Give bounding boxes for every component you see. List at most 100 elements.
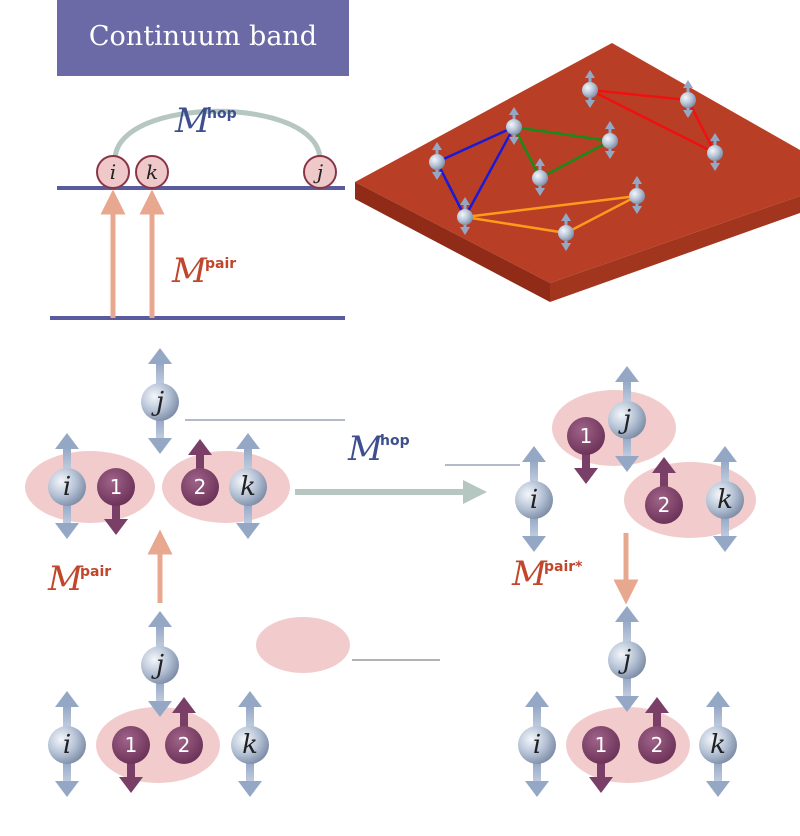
spin-site-label: k	[710, 730, 726, 760]
spin-up-icon	[238, 691, 262, 731]
spin-up-icon	[148, 611, 172, 651]
spin-down-icon	[119, 755, 143, 793]
molecule-icon	[457, 197, 473, 235]
spin-down-icon	[148, 416, 172, 454]
spin-site-label: i	[63, 730, 71, 760]
spin-down-icon	[522, 514, 546, 552]
molecule-icon	[629, 176, 645, 214]
pair-superscript-left: pair	[80, 564, 111, 580]
spin-down-icon	[236, 501, 260, 539]
spin-site-label: i	[533, 730, 541, 760]
spin-site: j	[141, 348, 179, 454]
slab-right-face	[550, 196, 800, 302]
particle: 2	[638, 697, 676, 764]
hop-superscript-bottom: hop	[380, 433, 410, 449]
spin-up-icon	[172, 697, 196, 735]
spin-up-icon	[55, 691, 79, 731]
spin-down-icon	[713, 514, 737, 552]
spin-up-icon	[615, 366, 639, 406]
spin-site: j	[608, 606, 646, 712]
spin-down-icon	[615, 674, 639, 712]
particle: 1	[112, 726, 150, 793]
particle-label: 2	[658, 493, 671, 517]
pair-symbol-top: M	[171, 251, 208, 291]
site-j: j	[303, 155, 337, 189]
pair-label-top: M pair	[171, 251, 236, 291]
spin-down-icon	[589, 755, 613, 793]
molecule-icon	[602, 121, 618, 159]
hop-symbol-bottom: M	[347, 429, 384, 469]
molecule-icon	[506, 107, 522, 145]
particle: 1	[582, 726, 620, 793]
spin-site: i	[48, 433, 86, 539]
particle-label: 2	[178, 733, 191, 757]
hop-label-bottom: M hop	[347, 429, 410, 469]
red-cluster	[589, 88, 717, 155]
particle: 2	[181, 439, 219, 506]
particle-label: 1	[580, 424, 593, 448]
spin-up-icon	[645, 697, 669, 735]
spin-sites: j i k j i k j i k j i k	[48, 348, 744, 797]
pair-symbol-left: M	[47, 559, 84, 599]
particle: 2	[645, 457, 683, 524]
particle: 2	[165, 697, 203, 764]
spin-down-icon	[574, 446, 598, 484]
molecule-icon	[680, 80, 696, 118]
particle: 1	[567, 417, 605, 484]
continuum-band	[57, 0, 349, 76]
spin-down-icon	[238, 759, 262, 797]
hop-label: M hop	[174, 101, 237, 141]
spin-up-icon	[706, 691, 730, 731]
particle-label: 2	[651, 733, 664, 757]
band-panel: Continuum band M hop M pair i k j	[50, 0, 349, 320]
spin-site-label: k	[717, 485, 733, 515]
spin-down-icon	[615, 434, 639, 472]
slab-front-face	[355, 182, 550, 302]
spin-up-icon	[55, 433, 79, 473]
spin-up-icon	[522, 446, 546, 486]
particle-label: 2	[194, 475, 207, 499]
spin-site: j	[608, 366, 646, 472]
particle-label: 1	[595, 733, 608, 757]
spin-down-icon	[706, 759, 730, 797]
hop-superscript: hop	[207, 106, 237, 122]
particle-label: 1	[110, 475, 123, 499]
spin-up-icon	[188, 439, 212, 477]
spin-up-icon	[148, 348, 172, 388]
spin-up-icon	[236, 433, 260, 473]
molecule-icon	[707, 133, 723, 171]
spin-down-icon	[55, 759, 79, 797]
pair-symbol-right: M	[511, 554, 548, 594]
spin-site: i	[518, 691, 556, 797]
spin-down-icon	[525, 759, 549, 797]
spin-site-label: i	[63, 472, 71, 502]
spin-site-label: i	[530, 485, 538, 515]
spin-up-icon	[615, 606, 639, 646]
pair-superscript-top: pair	[205, 256, 236, 272]
spin-up-icon	[652, 457, 676, 495]
spin-site: i	[48, 691, 86, 797]
pair-superscript-right: pair*	[544, 559, 583, 575]
svg-text:i: i	[110, 160, 116, 184]
pair-blob-legend	[256, 617, 350, 673]
pair-label-right: M pair*	[511, 554, 583, 594]
slab-top-face	[355, 43, 800, 283]
spin-down-icon	[148, 679, 172, 717]
molecule-icon	[429, 142, 445, 180]
site-i: i	[96, 155, 130, 189]
molecule-icon	[582, 70, 598, 108]
spin-site: i	[515, 446, 553, 552]
hop-arc	[112, 108, 323, 161]
particle-label: 1	[125, 733, 138, 757]
spin-site: k	[706, 446, 744, 552]
molecule-icon	[532, 158, 548, 196]
particle: 1	[97, 468, 135, 535]
particles: 1 2 1 2 1 2 1 2	[97, 417, 683, 793]
svg-text:j: j	[313, 160, 323, 184]
slab-molecules	[429, 70, 723, 251]
green-cluster	[512, 125, 611, 180]
blue-cluster	[435, 125, 516, 218]
spin-down-icon	[104, 497, 128, 535]
spin-site: k	[231, 691, 269, 797]
